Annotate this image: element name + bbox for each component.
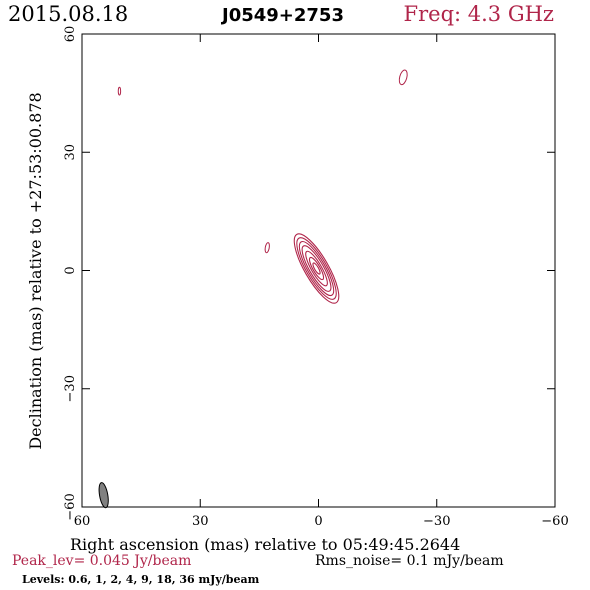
x-tick-label: 0 <box>314 514 322 529</box>
minor-component-1 <box>117 86 122 96</box>
contour-levels: Levels: 0.6, 1, 2, 4, 9, 18, 36 mJy/beam <box>22 573 260 586</box>
contour-level-4 <box>301 245 332 292</box>
source-name: J0549+2753 <box>222 5 344 26</box>
x-tick-label: 60 <box>74 514 91 529</box>
restoring-beam <box>98 482 109 509</box>
x-axis-label: Right ascension (mas) relative to 05:49:… <box>70 535 460 554</box>
contour-level-2 <box>296 237 337 300</box>
y-tick-label: −60 <box>63 493 78 520</box>
y-tick-label: 0 <box>63 266 78 274</box>
frequency-label: Freq: 4.3 GHz <box>403 2 554 26</box>
y-axis-label: Declination (mas) relative to +27:53:00.… <box>26 92 45 449</box>
axis-tick-labels: 60 30 0 −30 −60 −60 −30 0 30 60 <box>63 26 569 529</box>
contour-level-6 <box>308 256 325 281</box>
x-tick-label: 30 <box>192 514 209 529</box>
contour-level-5 <box>305 250 328 287</box>
x-tick-label: −30 <box>423 514 450 529</box>
y-tick-label: −30 <box>63 375 78 402</box>
axis-ticks <box>81 33 556 508</box>
minor-component-2 <box>398 69 408 86</box>
date-label: 2015.08.18 <box>8 2 129 26</box>
y-tick-label: 60 <box>63 26 78 43</box>
plot-border <box>81 33 556 508</box>
minor-component-3 <box>264 242 270 254</box>
y-tick-label: 30 <box>63 144 78 161</box>
contour-level-1 <box>293 233 340 304</box>
peak-level: Peak_lev= 0.045 Jy/beam <box>12 553 192 569</box>
contour-layer <box>117 69 408 304</box>
contour-level-7 <box>312 262 321 275</box>
contour-level-3 <box>298 241 335 297</box>
plot-frame <box>81 33 556 508</box>
x-tick-label: −60 <box>541 514 568 529</box>
beam-layer <box>98 482 109 509</box>
rms-noise: Rms_noise= 0.1 mJy/beam <box>315 553 504 569</box>
